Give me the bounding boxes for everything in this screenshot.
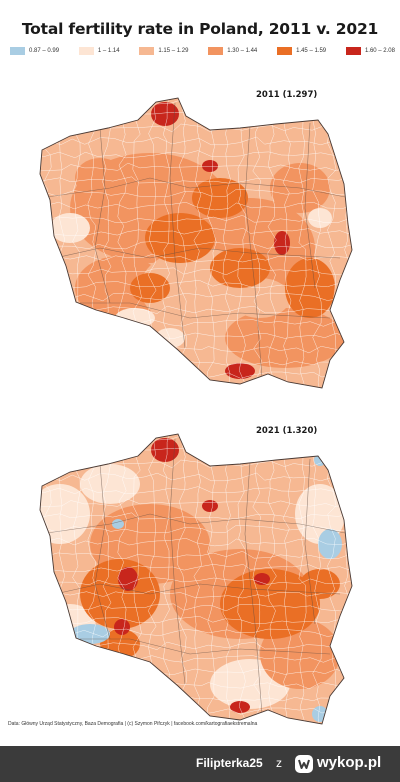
county-cluster	[230, 701, 250, 713]
legend-item: 1.15 – 1.29	[139, 47, 188, 55]
county-cluster	[274, 231, 290, 255]
county-cluster	[230, 278, 290, 318]
county-cluster	[202, 500, 218, 512]
county-cluster	[308, 208, 332, 228]
county-cluster	[202, 160, 218, 172]
voivodeship-boundaries	[40, 438, 351, 715]
source-note: Data: Główny Urząd Statystyczny, Baza De…	[8, 721, 258, 727]
county-cluster	[75, 256, 165, 320]
legend-label: 1 – 1.14	[97, 48, 120, 54]
county-cluster	[112, 519, 124, 529]
legend-swatch	[208, 47, 224, 55]
country-border	[39, 97, 353, 389]
map-legend: 0.87 – 0.99 1 – 1.14 1.15 – 1.29 1.30 – …	[10, 47, 395, 55]
legend-label: 1.45 – 1.59	[296, 48, 327, 54]
legend-swatch	[78, 47, 94, 55]
county-cluster	[118, 567, 138, 591]
footer-separator: z	[276, 756, 282, 770]
county-cluster	[70, 624, 110, 644]
map-2021	[39, 433, 353, 725]
county-cluster	[220, 569, 320, 639]
legend-swatch	[345, 47, 361, 55]
county-cluster	[114, 619, 130, 635]
map-2011	[39, 97, 353, 389]
wykop-logo-icon	[295, 755, 313, 773]
county-cluster	[254, 573, 270, 585]
map-2021-label: 2021 (1.320)	[256, 426, 318, 436]
county-fills	[40, 434, 352, 724]
county-cluster	[98, 654, 122, 674]
county-cluster	[151, 438, 179, 462]
county-cluster	[155, 328, 185, 348]
legend-label: 1.30 – 1.44	[227, 48, 258, 54]
legend-label: 1.60 – 2.08	[364, 48, 395, 54]
county-cluster	[130, 273, 170, 303]
county-cluster	[80, 559, 160, 629]
legend-item: 1.30 – 1.44	[208, 47, 257, 55]
county-cluster	[145, 213, 215, 263]
footer-bar: Filipterka25 z wykop.pl	[0, 746, 400, 782]
legend-item: 1.60 – 2.08	[345, 47, 395, 55]
footer-site-name[interactable]: wykop.pl	[317, 754, 382, 771]
county-boundaries	[40, 434, 352, 724]
county-cluster	[192, 178, 248, 218]
page-title: Total fertility rate in Poland, 2011 v. …	[21, 20, 379, 38]
country-border	[39, 433, 353, 725]
legend-swatch	[10, 47, 25, 55]
county-cluster	[312, 706, 328, 722]
legend-item: 0.87 – 0.99	[10, 47, 59, 55]
voivodeship-boundaries	[40, 102, 351, 379]
legend-swatch	[139, 47, 155, 55]
county-fills	[40, 98, 352, 388]
county-cluster	[285, 258, 335, 318]
footer-username[interactable]: Filipterka25	[196, 756, 263, 770]
legend-label: 1.15 – 1.29	[158, 48, 189, 54]
county-cluster	[80, 464, 140, 504]
legend-label: 0.87 – 0.99	[29, 48, 60, 54]
map-2011-label: 2011 (1.297)	[256, 90, 318, 100]
legend-item: 1 – 1.14	[78, 47, 120, 55]
county-cluster	[225, 308, 345, 368]
county-cluster	[300, 569, 340, 599]
county-cluster	[151, 102, 179, 126]
legend-item: 1.45 – 1.59	[277, 47, 326, 55]
legend-swatch	[277, 47, 293, 55]
county-cluster	[210, 248, 270, 288]
